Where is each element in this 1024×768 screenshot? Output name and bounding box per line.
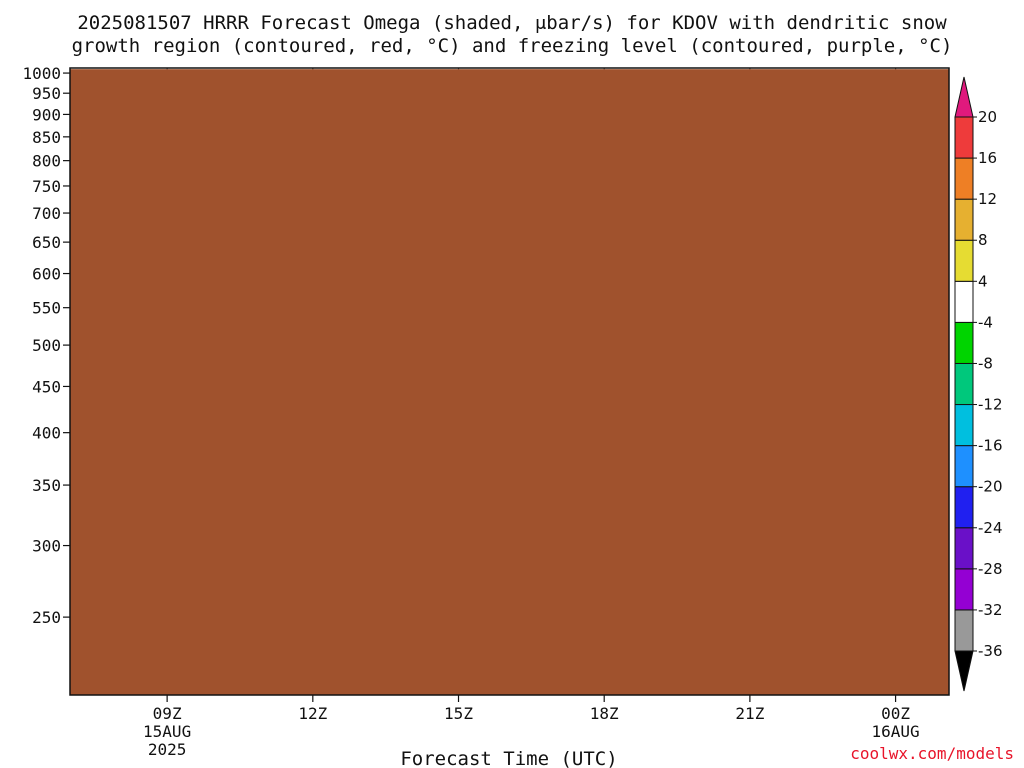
y-tick-label: 800: [32, 152, 61, 171]
x-tick-year: 2025: [148, 740, 187, 759]
colorbar-segment: [954, 445, 974, 488]
y-tick-label: 400: [32, 424, 61, 443]
colorbar-segment: [954, 527, 974, 570]
y-tick-label: 650: [32, 233, 61, 252]
colorbar-label: -4: [978, 313, 993, 331]
y-axis-ticks: 250 300 350 400 450 500 550 600 650 700 750 800 850 9…: [22, 64, 70, 627]
y-tick-label: 700: [32, 204, 61, 223]
colorbar-segment: [954, 116, 974, 159]
plot-area: -18-18-12-120: [69, 67, 950, 696]
chart-title-line1: 2025081507 HRRR Forecast Omega (shaded, …: [77, 12, 947, 34]
x-tick-date: 15AUG: [143, 722, 191, 741]
colorbar-bottom-arrow: [954, 650, 974, 692]
x-tick-label: 00Z: [881, 704, 910, 723]
colorbar-label: -16: [978, 437, 1003, 455]
y-tick-label: 850: [32, 128, 61, 147]
y-tick-label: 1000: [22, 64, 61, 83]
x-tick-label: 18Z: [590, 704, 619, 723]
y-tick-label: 550: [32, 299, 61, 318]
y-tick-label: 950: [32, 84, 61, 103]
site-credit: coolwx.com/models: [850, 744, 1014, 763]
colorbar-segment: [954, 239, 974, 282]
plot-frame: [69, 67, 950, 696]
colorbar-label: -32: [978, 601, 1003, 619]
colorbar-segment: [954, 198, 974, 241]
colorbar-label: -12: [978, 396, 1003, 414]
x-tick-label: 15Z: [444, 704, 473, 723]
x-axis-label: Forecast Time (UTC): [400, 748, 617, 768]
colorbar-segment: [954, 568, 974, 611]
terrain-band: [70, 69, 949, 696]
colorbar-top-arrow: [954, 76, 974, 118]
colorbar-segment: [954, 486, 974, 529]
colorbar-label: -20: [978, 478, 1003, 496]
colorbar-label: -8: [978, 354, 993, 372]
colorbar-segment: [954, 404, 974, 447]
colorbar-segment: [954, 321, 974, 364]
colorbar-segment: [954, 280, 974, 323]
terrain: [70, 69, 949, 696]
y-tick-label: 450: [32, 377, 61, 396]
chart-title-line2: growth region (contoured, red, °C) and f…: [72, 35, 953, 57]
colorbar-label: 4: [978, 272, 988, 290]
y-tick-label: 250: [32, 608, 61, 627]
colorbar-label: 20: [978, 108, 997, 126]
colorbar-label: -28: [978, 560, 1003, 578]
y-tick-label: 300: [32, 537, 61, 556]
colorbar-label: -24: [978, 519, 1003, 537]
colorbar-label: 16: [978, 149, 997, 167]
y-tick-label: 900: [32, 105, 61, 124]
y-tick-label: 750: [32, 177, 61, 196]
y-tick-label: 600: [32, 265, 61, 284]
colorbar-label: -36: [978, 642, 1003, 660]
x-tick-label: 21Z: [735, 704, 764, 723]
x-tick-label: 09Z: [153, 704, 182, 723]
colorbar: -36 -32 -28 -24 -20 -16 -12 -8 -4 4 8 12 16 20: [954, 76, 1003, 692]
y-tick-label: 500: [32, 336, 61, 355]
colorbar-segment: [954, 362, 974, 406]
colorbar-label: 12: [978, 190, 997, 208]
x-tick-date: 16AUG: [871, 722, 919, 741]
colorbar-segment: [954, 609, 974, 652]
x-tick-label: 12Z: [298, 704, 327, 723]
colorbar-label: 8: [978, 231, 988, 249]
colorbar-segment: [954, 157, 974, 200]
y-tick-label: 350: [32, 476, 61, 495]
